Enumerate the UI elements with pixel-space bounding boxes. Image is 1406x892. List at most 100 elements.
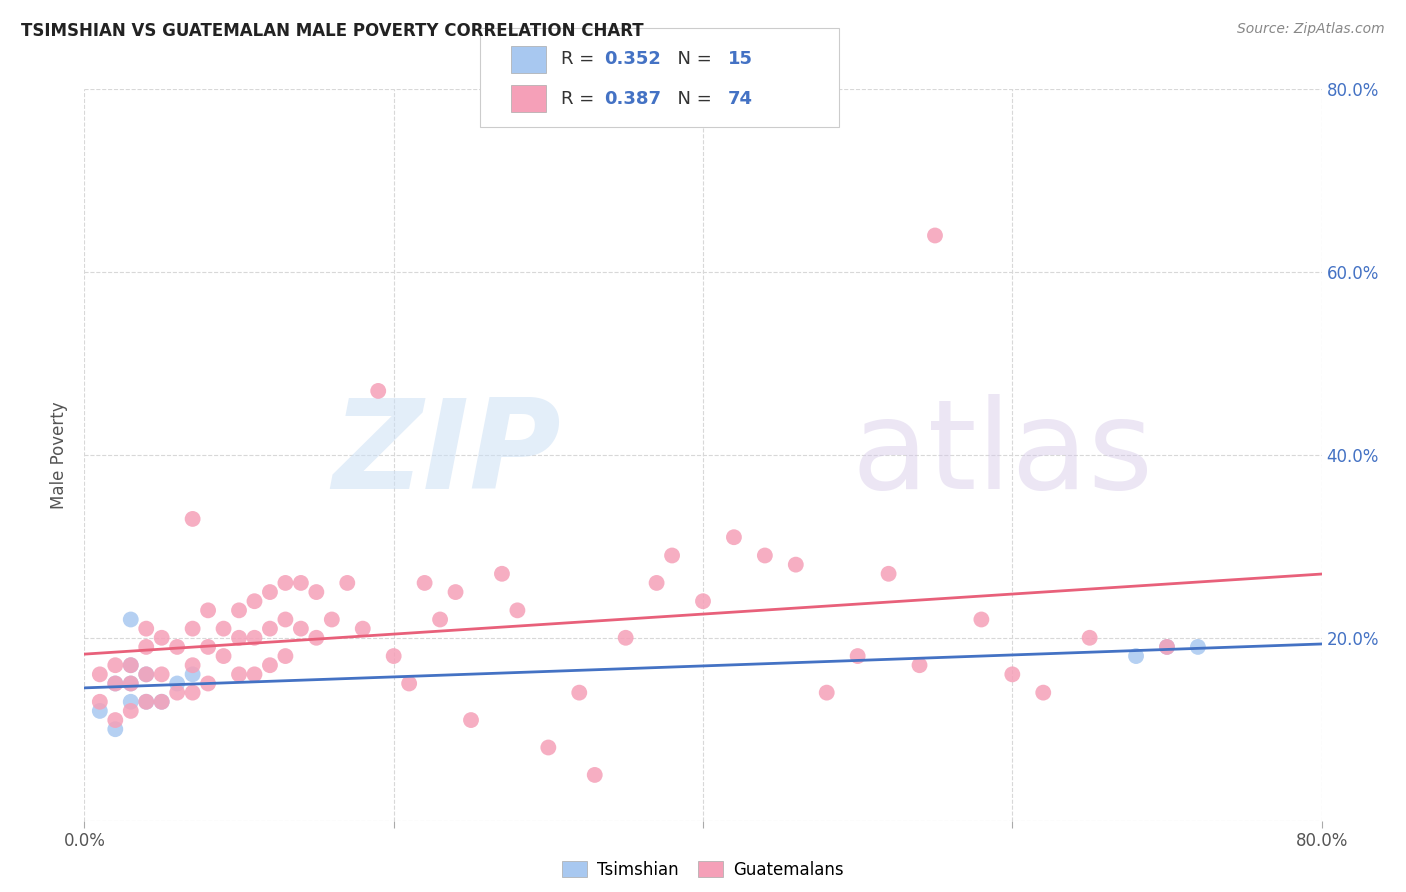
- Point: [1078, 631, 1101, 645]
- Text: TSIMSHIAN VS GUATEMALAN MALE POVERTY CORRELATION CHART: TSIMSHIAN VS GUATEMALAN MALE POVERTY COR…: [21, 22, 644, 40]
- Point: [846, 649, 869, 664]
- Point: [228, 667, 250, 681]
- Text: 0.352: 0.352: [605, 50, 661, 69]
- Point: [321, 613, 343, 627]
- Point: [290, 622, 312, 636]
- Point: [120, 676, 142, 690]
- FancyBboxPatch shape: [512, 86, 546, 112]
- Point: [692, 594, 714, 608]
- Y-axis label: Male Poverty: Male Poverty: [51, 401, 69, 508]
- Point: [398, 676, 420, 690]
- Point: [212, 649, 235, 664]
- Point: [150, 695, 173, 709]
- Point: [568, 685, 591, 699]
- Point: [1156, 640, 1178, 654]
- FancyBboxPatch shape: [481, 29, 839, 128]
- Point: [259, 622, 281, 636]
- Point: [243, 667, 266, 681]
- Point: [537, 740, 560, 755]
- Point: [135, 667, 157, 681]
- Point: [104, 676, 127, 690]
- Point: [243, 594, 266, 608]
- Point: [181, 512, 204, 526]
- Point: [336, 576, 359, 591]
- Text: ZIP: ZIP: [332, 394, 561, 516]
- Point: [506, 603, 529, 617]
- Text: 15: 15: [728, 50, 752, 69]
- Point: [104, 658, 127, 673]
- Point: [413, 576, 436, 591]
- Point: [228, 603, 250, 617]
- Point: [723, 530, 745, 544]
- Point: [181, 658, 204, 673]
- Point: [135, 640, 157, 654]
- Point: [135, 667, 157, 681]
- Point: [120, 695, 142, 709]
- Point: [491, 566, 513, 581]
- Point: [120, 704, 142, 718]
- Legend: Tsimshian, Guatemalans: Tsimshian, Guatemalans: [555, 855, 851, 886]
- Point: [460, 713, 482, 727]
- Point: [1156, 640, 1178, 654]
- Point: [166, 676, 188, 690]
- Text: R =: R =: [561, 50, 600, 69]
- Point: [970, 613, 993, 627]
- Point: [166, 640, 188, 654]
- Text: 74: 74: [728, 90, 752, 108]
- Point: [120, 676, 142, 690]
- Point: [197, 603, 219, 617]
- Point: [89, 695, 111, 709]
- Point: [274, 576, 297, 591]
- Point: [243, 631, 266, 645]
- Point: [614, 631, 637, 645]
- Point: [924, 228, 946, 243]
- Point: [150, 695, 173, 709]
- Point: [1001, 667, 1024, 681]
- Point: [754, 549, 776, 563]
- Text: Source: ZipAtlas.com: Source: ZipAtlas.com: [1237, 22, 1385, 37]
- Point: [367, 384, 389, 398]
- Point: [661, 549, 683, 563]
- Point: [212, 622, 235, 636]
- Point: [274, 649, 297, 664]
- Point: [150, 667, 173, 681]
- Point: [135, 622, 157, 636]
- Point: [89, 704, 111, 718]
- Point: [877, 566, 900, 581]
- Point: [228, 631, 250, 645]
- Point: [89, 667, 111, 681]
- Point: [1187, 640, 1209, 654]
- Point: [429, 613, 451, 627]
- Point: [382, 649, 405, 664]
- Point: [259, 585, 281, 599]
- Point: [150, 631, 173, 645]
- Point: [104, 723, 127, 737]
- Point: [135, 695, 157, 709]
- Point: [181, 622, 204, 636]
- Point: [181, 685, 204, 699]
- Point: [1125, 649, 1147, 664]
- Point: [305, 631, 328, 645]
- Point: [104, 713, 127, 727]
- Text: 0.387: 0.387: [605, 90, 661, 108]
- Point: [444, 585, 467, 599]
- Point: [166, 685, 188, 699]
- Point: [1032, 685, 1054, 699]
- Point: [274, 613, 297, 627]
- Point: [135, 695, 157, 709]
- Text: N =: N =: [666, 50, 717, 69]
- Point: [120, 658, 142, 673]
- Point: [104, 676, 127, 690]
- Point: [290, 576, 312, 591]
- Point: [645, 576, 668, 591]
- FancyBboxPatch shape: [512, 45, 546, 73]
- Point: [815, 685, 838, 699]
- Point: [785, 558, 807, 572]
- Point: [120, 658, 142, 673]
- Text: atlas: atlas: [852, 394, 1153, 516]
- Point: [120, 613, 142, 627]
- Point: [259, 658, 281, 673]
- Text: N =: N =: [666, 90, 717, 108]
- Text: R =: R =: [561, 90, 600, 108]
- Point: [583, 768, 606, 782]
